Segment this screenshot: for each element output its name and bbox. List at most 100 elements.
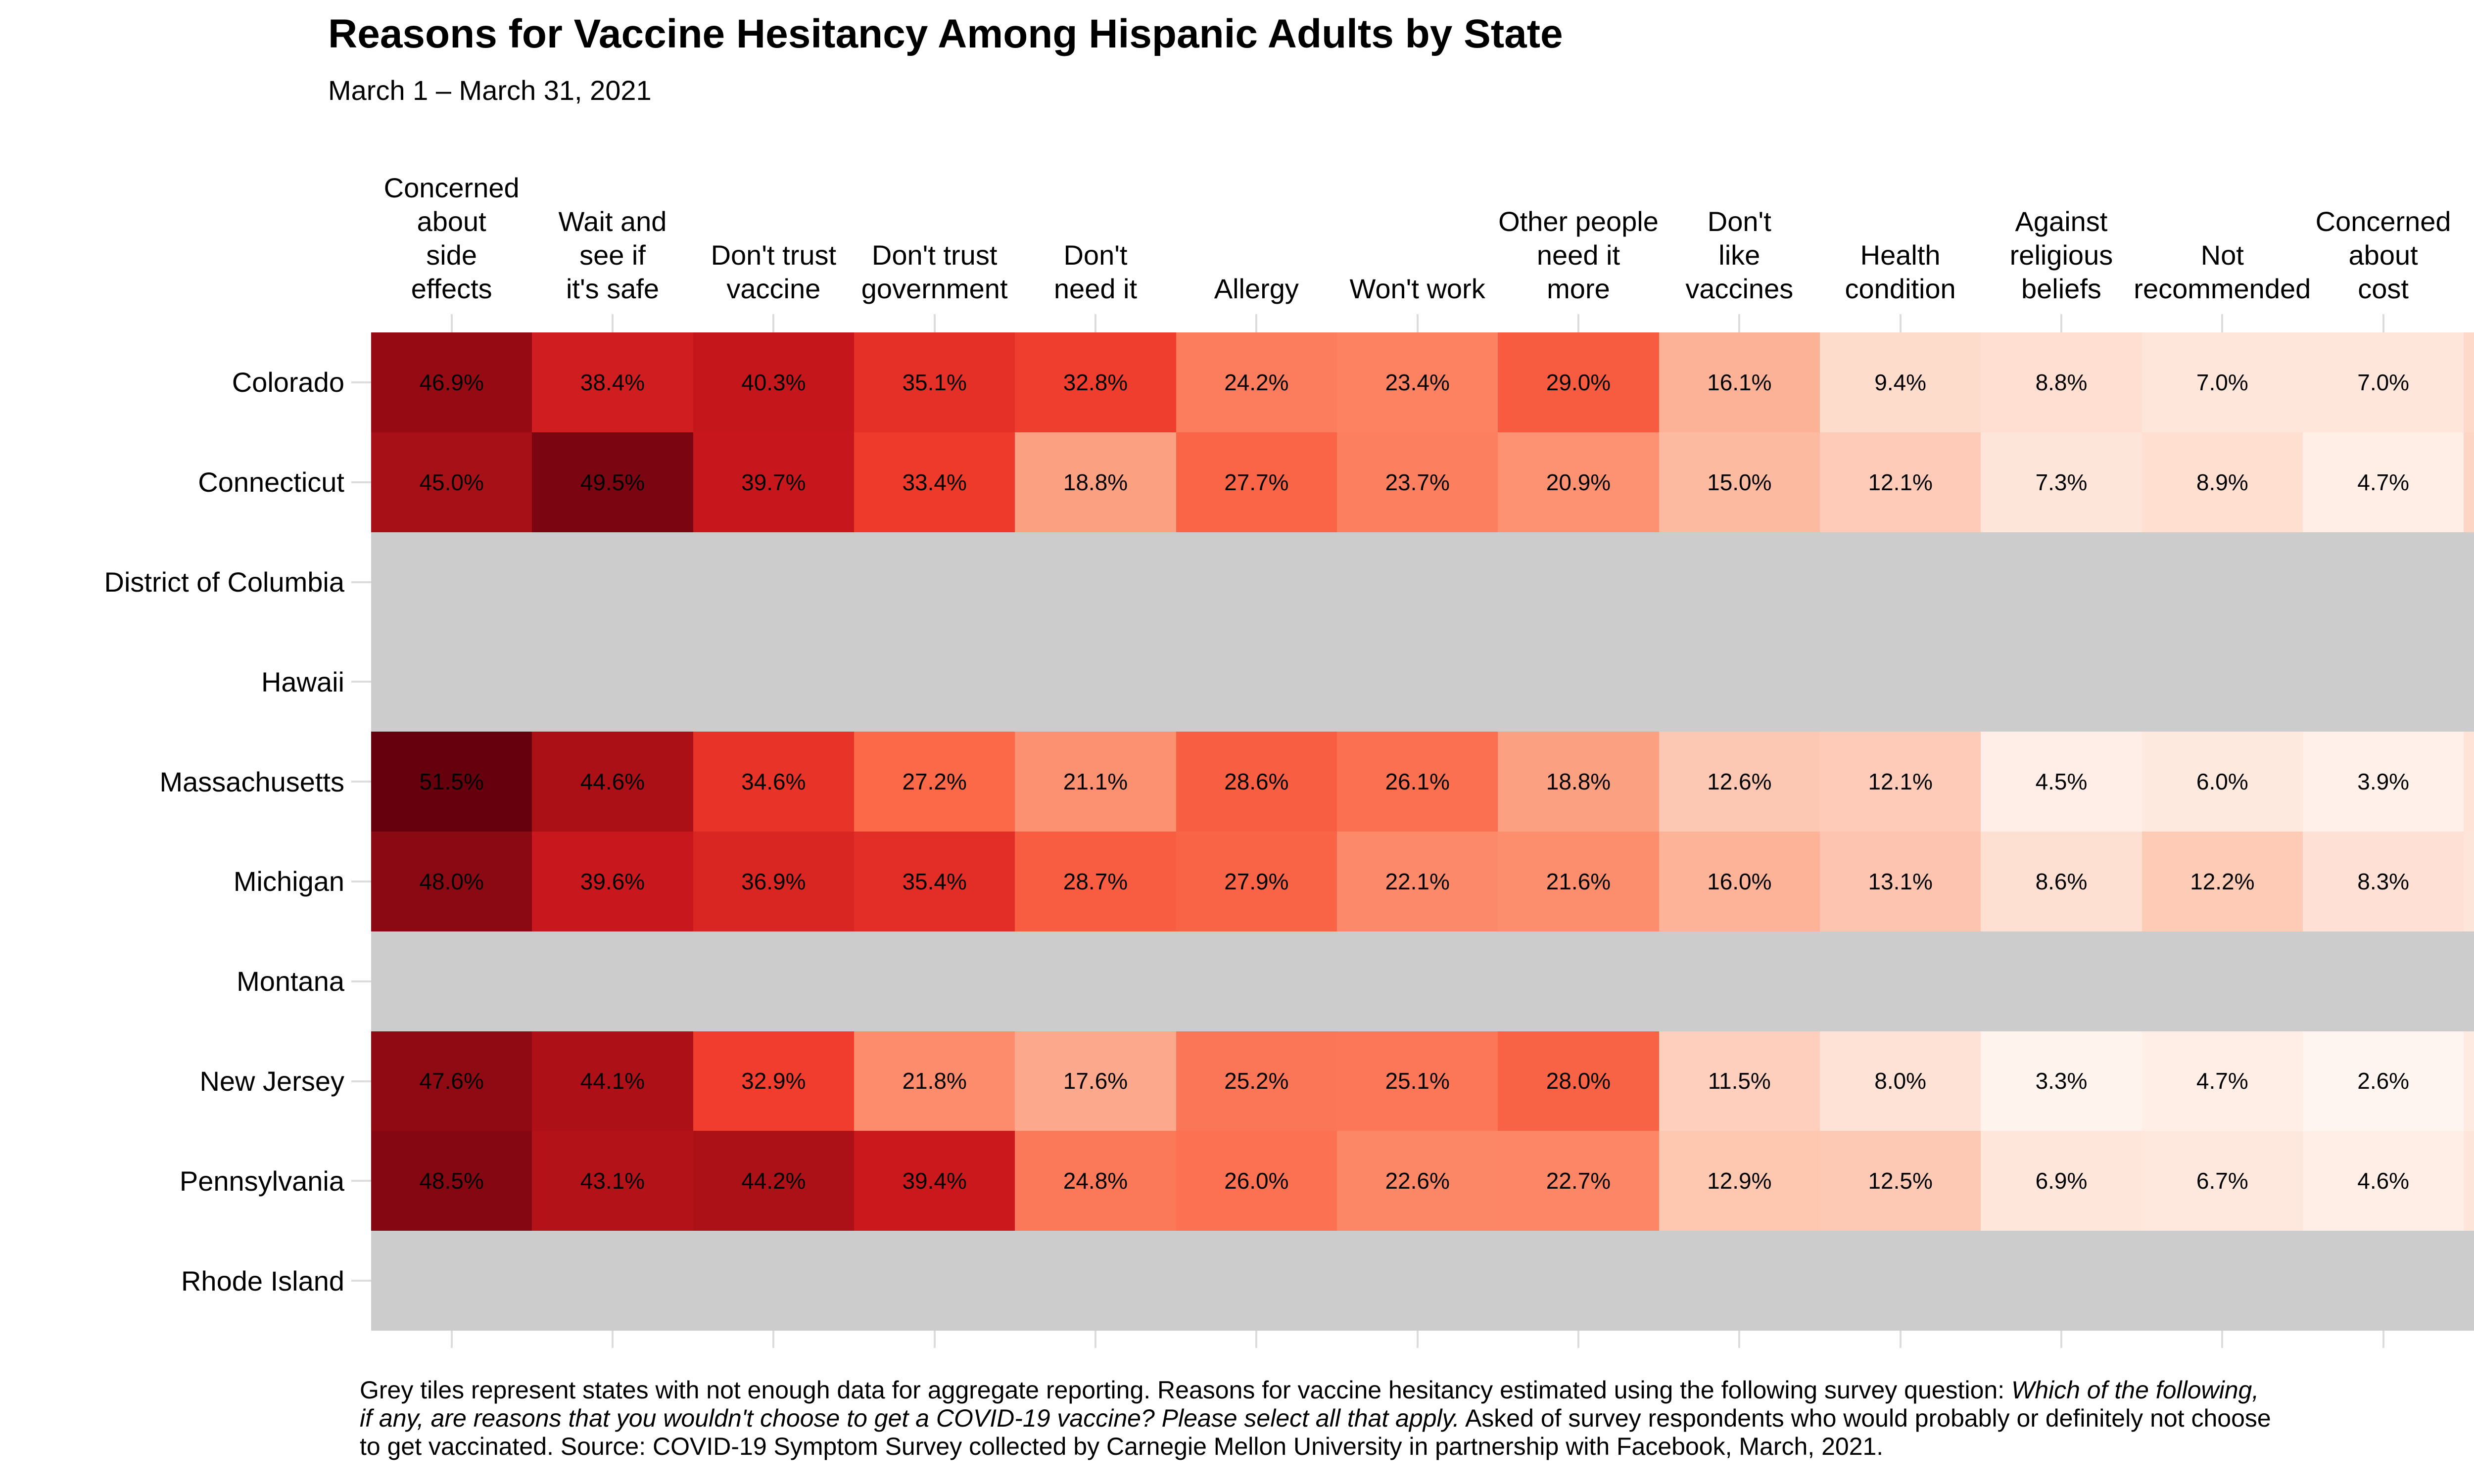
heatmap-cell: 7.8% xyxy=(2464,732,2474,832)
heatmap-cell: 23.4% xyxy=(1337,332,1498,432)
heatmap-cell: 38.4% xyxy=(532,332,693,432)
heatmap-cell: 43.1% xyxy=(532,1131,693,1231)
heatmap-cell-missing xyxy=(1015,632,1176,732)
heatmap-cell: 7.0% xyxy=(2303,332,2464,432)
column-header: Health condition xyxy=(1820,238,1981,306)
column-header-line: about xyxy=(417,206,486,237)
column-header: Allergy xyxy=(1176,272,1337,306)
heatmap-cell: 21.6% xyxy=(1498,832,1659,931)
column-header-line: beliefs xyxy=(2021,273,2101,304)
column-header-line: Don't xyxy=(1063,239,1128,271)
column-header-line: vaccines xyxy=(1685,273,1794,304)
heatmap-cell-missing xyxy=(1981,931,2142,1031)
row-label: District of Columbia xyxy=(104,566,344,598)
heatmap-tiles: 46.9% 38.4% 40.3% 35.1% 32.8% 24.2% 23.4% 29.0%… xyxy=(371,332,2474,1331)
heatmap-cell: 48.5% xyxy=(371,1131,532,1231)
column-header: Don't trust government xyxy=(854,238,1015,306)
heatmap-cell-missing xyxy=(2303,1231,2464,1331)
heatmap-cell-missing xyxy=(1820,1231,1981,1331)
heatmap-cell: 33.4% xyxy=(854,432,1015,532)
heatmap-cell-missing xyxy=(1659,1231,1820,1331)
heatmap-cell: 12.1% xyxy=(1820,432,1981,532)
heatmap-cell-missing xyxy=(1337,931,1498,1031)
row-label: Massachusetts xyxy=(159,766,345,797)
heatmap-cell: 48.0% xyxy=(371,832,532,931)
heatmap-cell: 6.0% xyxy=(2141,732,2303,832)
chart-subtitle: March 1 – March 31, 2021 xyxy=(328,75,652,106)
row-label: Pennsylvania xyxy=(179,1165,344,1197)
column-header-line: government xyxy=(861,273,1008,304)
heatmap-cell-missing xyxy=(2141,1231,2303,1331)
heatmap-cell: 4.5% xyxy=(1981,732,2142,832)
heatmap-cell: 8.8% xyxy=(1981,332,2142,432)
heatmap-cell: 8.3% xyxy=(2303,832,2464,931)
heatmap-cell: 15.0% xyxy=(1659,432,1820,532)
footnote-line: Grey tiles represent states with not eno… xyxy=(360,1376,2474,1404)
heatmap-cell: 11.5% xyxy=(1659,1031,1820,1131)
heatmap-cell-missing xyxy=(1981,632,2142,732)
heatmap-cell-missing xyxy=(1337,632,1498,732)
heatmap-cell: 39.6% xyxy=(532,832,693,931)
row-label: Hawaii xyxy=(261,666,344,697)
heatmap-cell: 13.1% xyxy=(1820,832,1981,931)
column-header-line: Won't work xyxy=(1349,273,1485,304)
heatmap-cell: 35.1% xyxy=(854,332,1015,432)
row-label: Michigan xyxy=(233,866,344,897)
heatmap-cell: 39.4% xyxy=(854,1131,1015,1231)
column-header-line: it's safe xyxy=(566,273,660,304)
footnote-survey-question: if any, are reasons that you wouldn't ch… xyxy=(360,1404,1460,1432)
heatmap-cell-missing xyxy=(532,1231,693,1331)
heatmap-cell-missing xyxy=(1659,532,1820,632)
heatmap-cell: 6.7% xyxy=(2141,1131,2303,1231)
column-header-line: Concerned xyxy=(2315,206,2451,237)
column-header: Don't trust vaccine xyxy=(693,238,854,306)
heatmap-cell-missing xyxy=(854,532,1015,632)
heatmap-cell: 44.6% xyxy=(532,732,693,832)
column-header-line: recommended xyxy=(2134,273,2311,304)
heatmap-cell: 7.2% xyxy=(2464,832,2474,931)
footnote: Grey tiles represent states with not eno… xyxy=(360,1376,2474,1461)
column-header-line: condition xyxy=(1845,273,1956,304)
column-header-line: Allergy xyxy=(1214,273,1299,304)
heatmap-cell-missing xyxy=(2141,931,2303,1031)
column-header: Wait and see if it's safe xyxy=(532,205,693,306)
heatmap-cell: 12.5% xyxy=(1820,1131,1981,1231)
column-header-line: about xyxy=(2348,239,2418,271)
heatmap-cell-missing xyxy=(2141,532,2303,632)
column-header-line: cost xyxy=(2358,273,2409,304)
footnote-text: Asked of survey respondents who would pr… xyxy=(1459,1404,2271,1432)
column-header-line: Wait and xyxy=(558,206,667,237)
heatmap-cell: 22.7% xyxy=(1498,1131,1659,1231)
heatmap-cell-missing xyxy=(1176,1231,1337,1331)
heatmap-cell: 10.5% xyxy=(2464,432,2474,532)
column-header: Concerned about side effects xyxy=(371,171,532,306)
heatmap-cell-missing xyxy=(1498,532,1659,632)
heatmap-cell: 2.6% xyxy=(2303,1031,2464,1131)
footnote-survey-question: Which of the following, xyxy=(2011,1376,2259,1404)
heatmap-cell: 24.2% xyxy=(1176,332,1337,432)
heatmap-cell-missing xyxy=(371,532,532,632)
heatmap-cell-missing xyxy=(532,632,693,732)
column-header-line: Health xyxy=(1860,239,1941,271)
column-header-line: Concerned xyxy=(383,172,520,203)
heatmap-cell-missing xyxy=(693,931,854,1031)
heatmap-cell: 18.8% xyxy=(1498,732,1659,832)
column-header: Won't work xyxy=(1337,272,1498,306)
heatmap-cell: 46.9% xyxy=(371,332,532,432)
heatmap-cell: 27.7% xyxy=(1176,432,1337,532)
heatmap-cell-missing xyxy=(1176,532,1337,632)
column-header-line: Don't trust xyxy=(711,239,837,271)
heatmap-cell: 45.0% xyxy=(371,432,532,532)
heatmap-cell: 32.9% xyxy=(693,1031,854,1131)
heatmap-cell: 44.2% xyxy=(693,1131,854,1231)
heatmap-cell-missing xyxy=(693,632,854,732)
heatmap-cell: 25.2% xyxy=(1176,1031,1337,1131)
heatmap-cell: 7.3% xyxy=(1981,432,2142,532)
heatmap-cell: 25.1% xyxy=(1337,1031,1498,1131)
column-header: Don't like vaccines xyxy=(1659,205,1820,306)
heatmap-cell-missing xyxy=(1015,532,1176,632)
heatmap-cell: 28.7% xyxy=(1015,832,1176,931)
heatmap-cell: 29.0% xyxy=(1498,332,1659,432)
column-header: Pregnancy xyxy=(2464,272,2474,306)
footnote-line: if any, are reasons that you wouldn't ch… xyxy=(360,1404,2474,1433)
